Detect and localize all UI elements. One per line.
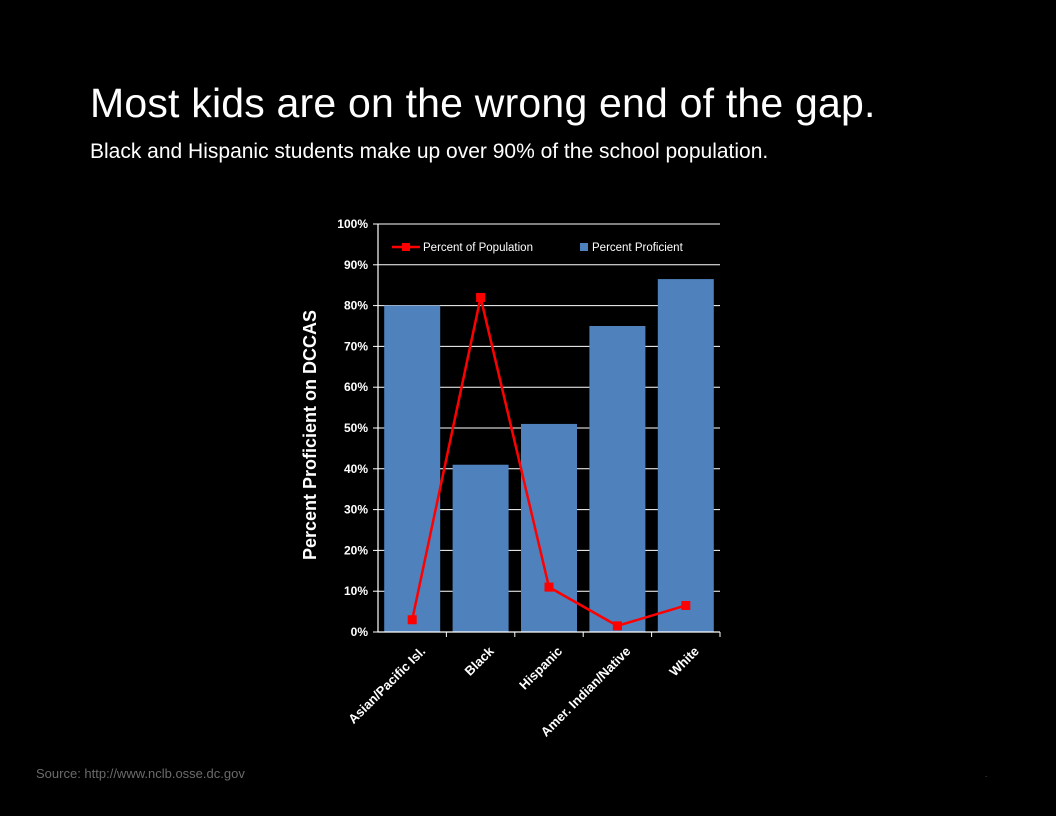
bar <box>589 326 646 632</box>
x-tick-label: White <box>666 644 702 680</box>
y-tick-label: 80% <box>344 299 368 313</box>
bar <box>657 279 714 632</box>
legend-line-marker <box>402 243 410 251</box>
bar <box>521 423 577 632</box>
population-point <box>612 621 622 631</box>
population-point <box>544 582 554 592</box>
footer-mark: . <box>985 770 988 779</box>
y-tick-label: 70% <box>344 339 368 353</box>
y-tick-label: 90% <box>344 258 368 272</box>
x-tick-label: Asian/Pacific Isl. <box>345 644 428 727</box>
y-tick-label: 60% <box>344 380 368 394</box>
axes <box>373 223 721 637</box>
legend-bar-swatch <box>580 243 588 251</box>
y-tick-label: 10% <box>344 584 368 598</box>
y-tick-label: 20% <box>344 543 368 557</box>
y-tick-label: 30% <box>344 503 368 517</box>
bar <box>452 464 509 632</box>
x-tick-label: Black <box>462 643 498 679</box>
slide-subtitle: Black and Hispanic students make up over… <box>90 140 769 163</box>
population-point <box>681 600 691 610</box>
source-note: Source: http://www.nclb.osse.dc.gov <box>36 766 245 781</box>
bar <box>384 305 441 632</box>
y-tick-labels: 0% 10% 20% 30% 40% 50% 60% 70% 80% 90% 100% <box>337 217 368 639</box>
y-axis-label: Percent Proficient on DCCAS <box>300 310 320 560</box>
population-line <box>407 292 691 631</box>
legend-label-population: Percent of Population <box>423 242 533 254</box>
population-point <box>407 615 417 625</box>
y-tick-label: 40% <box>344 462 368 476</box>
legend-label-proficient: Percent Proficient <box>592 242 684 254</box>
y-tick-label: 100% <box>337 217 368 231</box>
x-tick-label: Hispanic <box>516 644 565 693</box>
population-point <box>476 292 486 302</box>
bars <box>384 279 714 632</box>
slide-title: Most kids are on the wrong end of the ga… <box>90 80 876 126</box>
y-tick-label: 50% <box>344 421 368 435</box>
y-tick-label: 0% <box>351 625 369 639</box>
legend: Percent of Population Percent Proficient <box>392 242 684 254</box>
